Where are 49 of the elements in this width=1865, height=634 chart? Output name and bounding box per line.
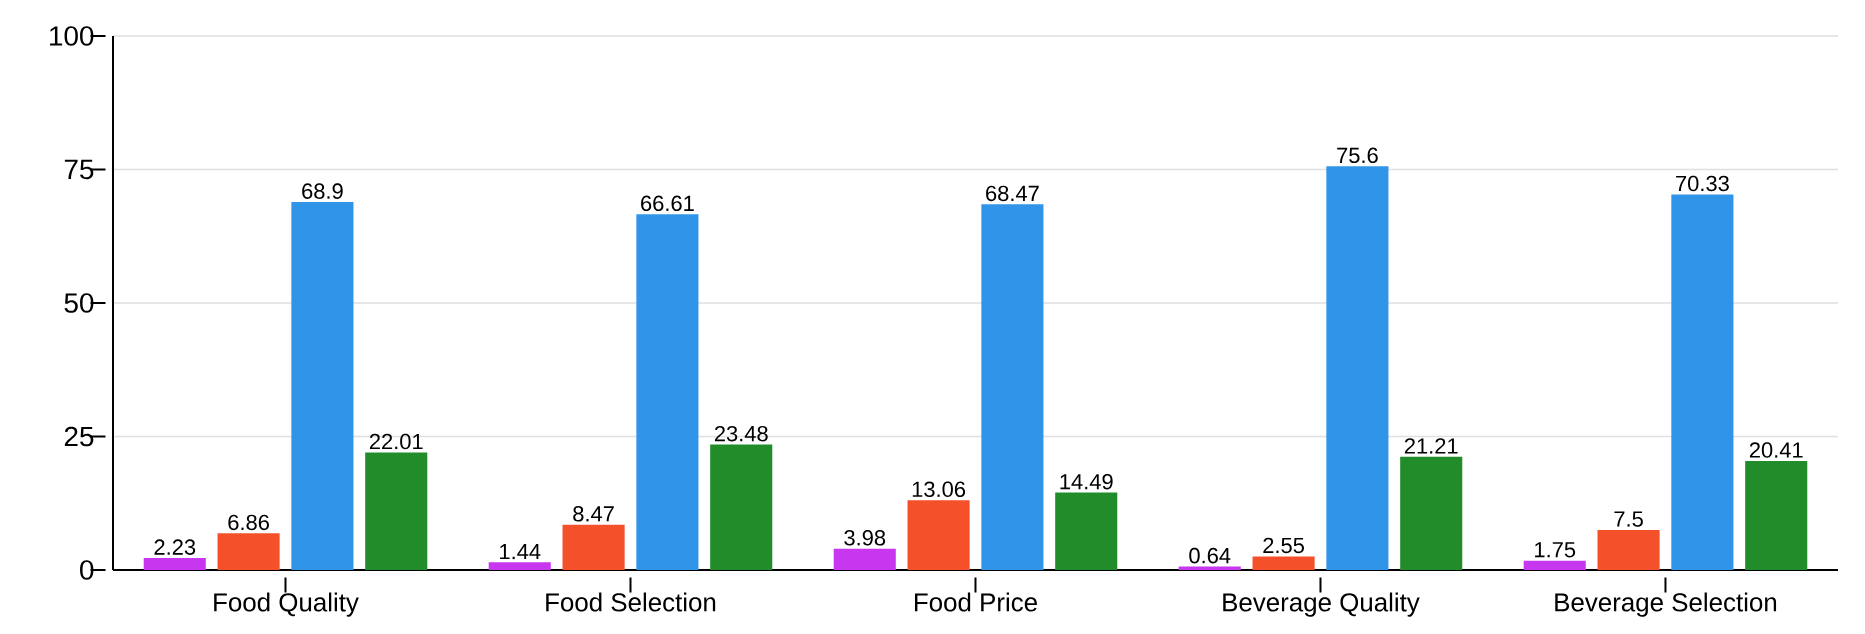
bar: [1597, 529, 1660, 570]
bar: [217, 533, 280, 570]
bar: [365, 452, 428, 570]
y-tick-label: 0: [80, 560, 94, 580]
data-label: 1.75: [1535, 542, 1576, 558]
y-tick-label: 100: [50, 26, 94, 46]
data-label: 13.06: [912, 481, 966, 498]
y-tick-label: 75: [64, 159, 94, 180]
bar: [488, 562, 551, 570]
y-tick-label: 50: [64, 293, 94, 313]
data-label: 68.47: [986, 185, 1039, 202]
x-tick-label: Food Price: [914, 592, 1037, 612]
bar: [1055, 492, 1118, 570]
bar: [1745, 461, 1808, 570]
bar: [833, 548, 896, 570]
data-label: 20.41: [1749, 442, 1803, 458]
data-label: 14.49: [1060, 473, 1113, 490]
bar: [907, 500, 970, 570]
bar: [1326, 166, 1389, 570]
bar: [1523, 560, 1586, 570]
data-label: 7.5: [1614, 511, 1643, 527]
bar: [1400, 456, 1463, 570]
data-label: 8.47: [573, 506, 614, 522]
x-tick-label: Food Quality: [214, 592, 359, 617]
data-label: 66.61: [641, 195, 694, 212]
bar: [981, 204, 1044, 570]
data-label: 3.98: [844, 530, 886, 546]
bar: [143, 558, 206, 570]
bar: [291, 202, 354, 570]
x-tick-label: Beverage Selection: [1555, 592, 1777, 617]
bar: [562, 524, 625, 570]
data-label: 21.21: [1404, 438, 1458, 454]
bar: [1671, 194, 1734, 570]
bar: [710, 444, 773, 570]
data-label: 22.01: [369, 433, 423, 450]
bar: [636, 214, 699, 570]
data-label: 1.44: [500, 544, 541, 560]
y-tick-label: 25: [64, 426, 94, 447]
data-label: 0.64: [1189, 547, 1231, 564]
data-label: 68.9: [302, 183, 343, 199]
bar: [1252, 556, 1315, 570]
data-label: 70.33: [1676, 175, 1729, 192]
x-tick-label: Food Selection: [546, 592, 716, 612]
data-label: 6.86: [228, 514, 269, 531]
data-label: 75.6: [1337, 147, 1378, 164]
x-tick-label: Beverage Quality: [1223, 592, 1420, 617]
data-label: 23.48: [714, 425, 768, 442]
data-label: 2.55: [1263, 537, 1304, 554]
data-label: 2.23: [154, 539, 196, 555]
